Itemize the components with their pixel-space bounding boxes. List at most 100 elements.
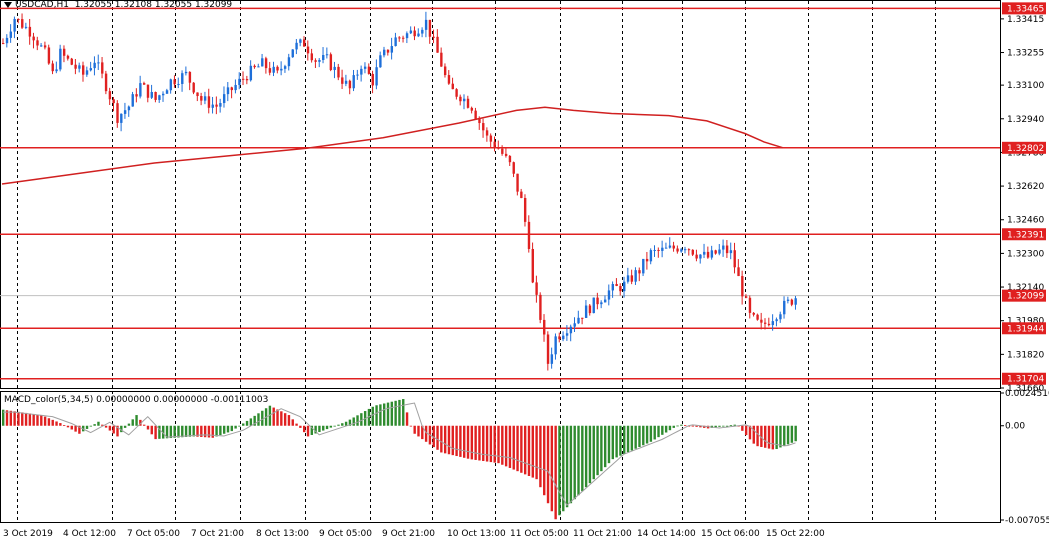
macd-histogram-bar bbox=[123, 425, 127, 428]
candle-body bbox=[729, 250, 733, 254]
macd-histogram-bar bbox=[794, 425, 797, 442]
macd-histogram-bar bbox=[398, 399, 401, 426]
candle-body bbox=[299, 39, 302, 43]
macd-histogram-bar bbox=[634, 425, 637, 449]
macd-histogram-bar bbox=[344, 421, 348, 426]
candle-body bbox=[786, 299, 790, 301]
macd-histogram-bar bbox=[120, 425, 123, 433]
candle-body bbox=[493, 141, 496, 148]
candle-body bbox=[432, 36, 435, 38]
macd-histogram-bar bbox=[104, 425, 108, 428]
level-price-tag bbox=[1002, 322, 1046, 335]
candle-body bbox=[512, 162, 515, 174]
macd-histogram-bar bbox=[501, 425, 504, 465]
candle-body bbox=[775, 319, 778, 322]
candle-body bbox=[596, 297, 599, 305]
candle-body bbox=[329, 54, 333, 71]
candle-body bbox=[291, 49, 294, 58]
macd-histogram-bar bbox=[310, 425, 314, 435]
macd-histogram-bar bbox=[283, 413, 287, 426]
macd-histogram-bar bbox=[192, 425, 195, 437]
candle-body bbox=[657, 249, 660, 251]
macd-histogram-bar bbox=[413, 425, 416, 434]
macd-histogram-bar bbox=[577, 425, 580, 496]
candle-body bbox=[516, 173, 519, 192]
macd-histogram-bar bbox=[215, 425, 218, 437]
candle-body bbox=[146, 84, 150, 98]
macd-histogram-bar bbox=[463, 425, 466, 458]
candle-body bbox=[417, 33, 420, 37]
macd-histogram-bar bbox=[295, 423, 298, 426]
candle-body bbox=[363, 66, 367, 69]
candle-body bbox=[32, 36, 35, 41]
candle-body bbox=[459, 96, 462, 102]
macd-histogram-bar bbox=[756, 425, 759, 447]
candle-body bbox=[242, 78, 245, 80]
candle-body bbox=[386, 49, 390, 53]
macd-histogram-bar bbox=[657, 425, 660, 438]
candle-body bbox=[192, 82, 195, 93]
candle-body bbox=[379, 55, 382, 68]
macd-histogram-bar bbox=[276, 409, 279, 426]
candle-body bbox=[200, 96, 203, 101]
candle-body bbox=[737, 267, 740, 277]
candle-body bbox=[642, 258, 645, 274]
macd-histogram-bar bbox=[165, 425, 169, 439]
candle-body bbox=[82, 65, 85, 75]
macd-histogram-bar bbox=[93, 424, 96, 426]
macd-histogram-bar bbox=[722, 425, 725, 427]
candle-body bbox=[142, 83, 146, 85]
macd-histogram-bar bbox=[748, 425, 752, 440]
price-axis-label: 1.31980 bbox=[1007, 317, 1044, 327]
candle-body bbox=[573, 323, 576, 327]
candle-body bbox=[101, 62, 104, 74]
candle-body bbox=[62, 48, 66, 56]
candle-body bbox=[489, 135, 493, 142]
macd-histogram-bar bbox=[653, 425, 656, 440]
macd-histogram-bar bbox=[135, 415, 138, 426]
candle-body bbox=[280, 68, 283, 71]
macd-histogram-bar bbox=[158, 425, 161, 439]
candle-body bbox=[207, 96, 211, 108]
candle-body bbox=[664, 247, 668, 249]
candle-body bbox=[196, 92, 199, 97]
macd-histogram-bar bbox=[623, 425, 626, 454]
candle-body bbox=[17, 18, 20, 20]
candle-body bbox=[390, 46, 394, 53]
candle-body bbox=[116, 103, 119, 123]
candle-body bbox=[21, 19, 24, 28]
macd-histogram-bar bbox=[85, 425, 89, 429]
macd-histogram-bar bbox=[504, 425, 508, 467]
price-axis-label: 1.33100 bbox=[1007, 81, 1044, 91]
moving-average-line bbox=[1, 106, 784, 185]
macd-histogram-bar bbox=[436, 425, 439, 450]
macd-histogram-bar bbox=[55, 421, 58, 426]
candle-body bbox=[764, 322, 767, 324]
candle-body bbox=[40, 45, 43, 47]
collapse-triangle-icon[interactable] bbox=[4, 1, 12, 8]
price-axis-label: 1.32140 bbox=[1007, 283, 1044, 293]
macd-histogram-bar bbox=[741, 425, 744, 431]
candle-body bbox=[367, 66, 371, 74]
candle-body bbox=[565, 333, 569, 336]
macd-histogram-bar bbox=[188, 425, 192, 437]
macd-histogram-bar bbox=[116, 425, 119, 437]
macd-histogram-bar bbox=[558, 425, 561, 516]
macd-histogram-bar bbox=[764, 425, 767, 448]
candle-body bbox=[653, 249, 656, 251]
macd-histogram-bar bbox=[691, 425, 695, 427]
macd-histogram-bar bbox=[714, 425, 717, 428]
level-price-text: 1.31704 bbox=[1007, 375, 1044, 385]
candle-body bbox=[451, 83, 454, 90]
candle-body bbox=[5, 37, 9, 44]
macd-histogram-bar bbox=[451, 425, 454, 456]
candle-body bbox=[463, 98, 466, 102]
candle-body bbox=[623, 281, 626, 292]
macd-histogram-bar bbox=[5, 410, 9, 426]
macd-histogram-bar bbox=[478, 425, 481, 461]
macd-histogram-bar bbox=[181, 425, 184, 438]
candle-body bbox=[558, 336, 561, 340]
time-axis-label: 7 Oct 21:00 bbox=[191, 529, 244, 539]
macd-axis-label: 0.0024510 bbox=[1005, 389, 1049, 399]
